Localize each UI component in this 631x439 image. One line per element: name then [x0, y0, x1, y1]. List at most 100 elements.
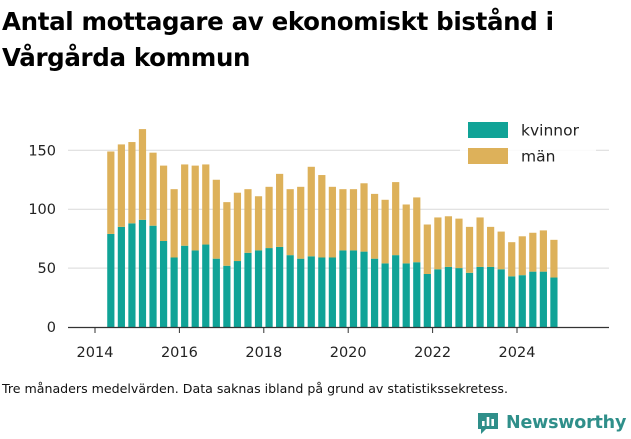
- bar-kvinnor: [349, 250, 358, 327]
- bar-kvinnor: [191, 250, 199, 327]
- bar-man: [149, 152, 157, 226]
- bar-kvinnor: [402, 263, 410, 327]
- y-tick-label: 0: [47, 320, 56, 336]
- bar-man: [476, 217, 484, 267]
- bar-kvinnor: [370, 258, 379, 327]
- bar-kvinnor: [265, 248, 273, 327]
- bar-man: [117, 144, 125, 227]
- bar-man: [381, 199, 389, 264]
- bar-man: [202, 164, 210, 245]
- chart-title: Antal mottagare av ekonomiskt bistånd i …: [2, 7, 554, 72]
- bar-man: [244, 189, 252, 253]
- bar-kvinnor: [328, 257, 336, 327]
- bar-man: [307, 166, 315, 257]
- bar-man: [318, 175, 326, 258]
- bar-kvinnor: [286, 255, 294, 327]
- bar-man: [159, 165, 168, 242]
- bar-man: [170, 189, 178, 258]
- bar-man: [191, 165, 199, 251]
- bar-kvinnor: [170, 257, 178, 327]
- bar-kvinnor: [339, 250, 347, 327]
- bar-man: [465, 226, 474, 273]
- bar-man: [518, 236, 526, 276]
- bar-kvinnor: [497, 269, 505, 327]
- x-tick-label: 2018: [245, 345, 282, 361]
- bar-kvinnor: [212, 258, 220, 327]
- bar-kvinnor: [233, 261, 242, 327]
- bar-kvinnor: [128, 223, 136, 327]
- y-tick-label: 50: [38, 261, 56, 277]
- bar-kvinnor: [550, 277, 558, 327]
- bar-kvinnor: [413, 262, 421, 327]
- bar-man: [276, 173, 284, 247]
- bar-man: [392, 182, 400, 256]
- bar-man: [181, 164, 189, 246]
- x-tick-label: 2022: [414, 345, 451, 361]
- bar-man: [107, 151, 115, 234]
- bar-man: [497, 231, 505, 270]
- bar-kvinnor: [360, 251, 368, 327]
- bar-kvinnor: [318, 257, 326, 327]
- x-tick-label: 2024: [499, 345, 536, 361]
- bar-kvinnor: [117, 226, 125, 327]
- bar-kvinnor: [487, 266, 495, 327]
- bar-kvinnor: [159, 241, 168, 327]
- bar-man: [138, 129, 147, 220]
- bar-kvinnor: [392, 255, 400, 327]
- legend-label-man: män: [521, 148, 555, 166]
- bar-man: [360, 183, 368, 252]
- bar-kvinnor: [149, 225, 157, 327]
- bar-kvinnor: [254, 250, 263, 327]
- brand-logo: Newsworthy: [476, 409, 626, 437]
- legend-swatch-man: [468, 148, 508, 164]
- bar-man: [529, 232, 537, 272]
- bar-kvinnor: [107, 233, 115, 327]
- bar-kvinnor: [434, 269, 442, 327]
- legend-swatch-kvinnor: [468, 122, 508, 138]
- brand-name: Newsworthy: [506, 413, 627, 433]
- bar-kvinnor: [202, 244, 210, 327]
- bar-man: [233, 192, 242, 262]
- bar-kvinnor: [223, 265, 231, 327]
- bar-man: [339, 189, 347, 251]
- bar-man: [212, 179, 220, 259]
- stacked-bar-chart: 0 50 100 150 2014 2016 2018 2020 2022 2024 kvinno…: [28, 115, 609, 361]
- x-tick-label: 2020: [330, 345, 367, 361]
- axes: 0 50 100 150 2014 2016 2018 2020 2022 2024: [28, 143, 609, 361]
- bar-kvinnor: [518, 275, 526, 327]
- bar-kvinnor: [455, 268, 463, 327]
- bar-man: [413, 197, 421, 263]
- bar-man: [550, 239, 558, 278]
- bar-kvinnor: [529, 271, 537, 327]
- bar-kvinnor: [244, 252, 252, 327]
- bar-man: [434, 217, 442, 270]
- bar-man: [370, 193, 379, 259]
- bar-man: [286, 189, 294, 256]
- bar-man: [328, 186, 336, 258]
- x-tick-label: 2016: [161, 345, 198, 361]
- bar-kvinnor: [138, 219, 147, 327]
- bars: [107, 129, 558, 327]
- bar-man: [265, 186, 273, 249]
- bar-kvinnor: [307, 256, 315, 327]
- bar-man: [297, 186, 305, 259]
- bar-man: [487, 226, 495, 267]
- bar-man: [223, 202, 231, 266]
- bar-kvinnor: [444, 266, 453, 327]
- bar-man: [423, 224, 431, 274]
- bar-kvinnor: [423, 273, 431, 327]
- bar-kvinnor: [508, 276, 516, 327]
- bar-man: [128, 142, 136, 224]
- bar-kvinnor: [539, 271, 547, 327]
- legend: kvinnor män: [460, 115, 596, 175]
- y-tick-label: 100: [28, 202, 56, 218]
- bar-man: [402, 204, 410, 264]
- x-tick-label: 2014: [77, 345, 114, 361]
- y-tick-label: 150: [28, 143, 56, 159]
- bar-man: [444, 216, 453, 267]
- bar-man: [349, 189, 358, 251]
- bar-man: [539, 230, 547, 272]
- bar-kvinnor: [276, 246, 284, 327]
- bar-kvinnor: [297, 258, 305, 327]
- newsworthy-logo-icon: [478, 413, 498, 434]
